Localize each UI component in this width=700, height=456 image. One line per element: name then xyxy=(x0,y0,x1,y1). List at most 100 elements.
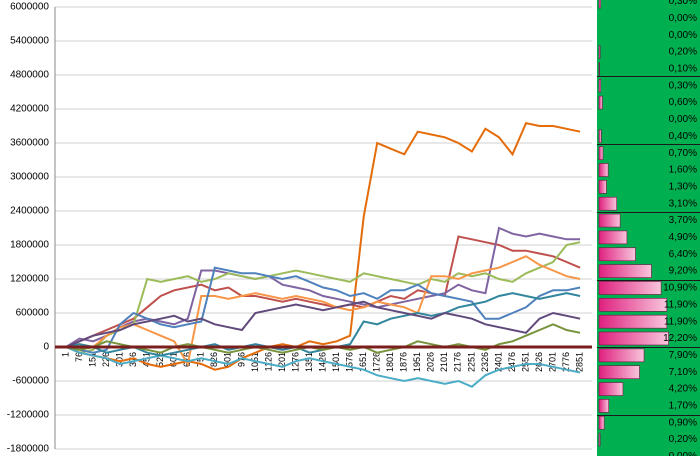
x-tick-label: 301 xyxy=(114,352,124,367)
x-tick-label: 2626 xyxy=(534,352,544,372)
distribution-bar xyxy=(598,213,621,228)
x-tick-label: 826 xyxy=(209,352,219,367)
x-tick-label: 1201 xyxy=(277,352,287,372)
distribution-label: 11,90% xyxy=(664,299,697,310)
distribution-label: 0,00% xyxy=(669,13,697,24)
distribution-label: 0,00% xyxy=(669,451,697,456)
x-tick-label: 676 xyxy=(182,352,192,367)
x-tick-label: 2701 xyxy=(547,352,557,372)
panel-separators xyxy=(597,76,700,416)
distribution-label: 3,70% xyxy=(669,215,697,226)
x-tick-label: 2251 xyxy=(466,352,476,372)
distribution-label: 7,10% xyxy=(669,367,697,378)
distribution-bar xyxy=(598,230,628,245)
distribution-label: 0,10% xyxy=(669,64,697,75)
distribution-bar xyxy=(598,365,640,380)
series-line xyxy=(65,122,581,371)
distribution-bar xyxy=(598,129,602,144)
x-tick-label: 76 xyxy=(74,352,84,362)
distribution-label: 0,60% xyxy=(669,97,697,108)
distribution-bar xyxy=(598,264,652,278)
distribution-bar xyxy=(598,399,609,413)
distribution-label: 0,20% xyxy=(669,434,697,445)
x-tick-label: 2176 xyxy=(453,352,463,372)
distribution-bar xyxy=(598,281,662,295)
distribution-label: 12,20% xyxy=(663,333,697,344)
x-tick-label: 751 xyxy=(196,352,206,367)
distribution-label: 4,20% xyxy=(669,384,697,395)
y-tick-label: 600000 xyxy=(16,308,50,319)
x-tick-label: 151 xyxy=(87,352,97,367)
x-tick-label: 2326 xyxy=(480,352,490,372)
x-tick-label: 2851 xyxy=(575,352,585,372)
x-tick-label: 601 xyxy=(169,352,179,367)
distribution-bar xyxy=(598,0,602,9)
distribution-bar xyxy=(598,382,624,396)
distribution-label: 0,40% xyxy=(669,131,697,142)
x-tick-label: 1351 xyxy=(304,352,314,372)
x-tick-label: 1126 xyxy=(263,352,273,371)
x-tick-label: 2101 xyxy=(439,352,449,372)
x-tick-label: 1651 xyxy=(358,352,368,372)
y-tick-label: 5400000 xyxy=(10,36,49,47)
x-tick-label: 226 xyxy=(101,352,111,367)
x-tick-label: 376 xyxy=(128,352,138,367)
distribution-label: 7,90% xyxy=(669,350,697,361)
series-line xyxy=(65,241,581,354)
x-tick-label: 2551 xyxy=(520,352,530,372)
distribution-label: 10,90% xyxy=(663,283,697,294)
distribution-bar xyxy=(598,180,607,194)
distribution-bar xyxy=(598,78,602,93)
distribution-bar xyxy=(598,415,605,430)
x-tick-label: 1876 xyxy=(399,352,409,372)
distribution-bar xyxy=(598,348,645,363)
x-tick-label: 1576 xyxy=(345,352,355,372)
y-tick-label: 6000000 xyxy=(10,2,49,13)
distribution-label: 0,30% xyxy=(669,80,697,91)
distribution-label: 6,40% xyxy=(669,249,697,260)
distribution-bar xyxy=(598,314,668,329)
distribution-bar xyxy=(598,95,603,110)
distribution-bar xyxy=(598,163,609,177)
distribution-label: 9,20% xyxy=(669,266,697,277)
distribution-label: 11,90% xyxy=(664,316,697,327)
distribution-bar xyxy=(598,62,600,76)
distribution-label: 0,00% xyxy=(669,30,697,41)
y-tick-label: -600000 xyxy=(12,376,49,387)
x-tick-label: 901 xyxy=(223,352,233,367)
distribution-label: 0,90% xyxy=(669,417,697,428)
distribution-label: 3,10% xyxy=(669,198,697,209)
distribution-label: 1,70% xyxy=(669,401,697,412)
series-line xyxy=(65,255,581,367)
distribution-bar xyxy=(598,432,601,447)
y-tick-label: 1200000 xyxy=(10,274,49,285)
y-tick-label: 2400000 xyxy=(10,206,49,217)
distribution-label: 4,90% xyxy=(669,232,697,243)
distribution-bar xyxy=(598,45,601,59)
x-tick-label: 1951 xyxy=(412,352,422,372)
distribution-label: 0,00% xyxy=(669,114,697,125)
series-line xyxy=(65,346,581,388)
y-tick-label: 0 xyxy=(43,342,49,353)
x-tick-label: 451 xyxy=(142,352,152,367)
y-tick-label: 4200000 xyxy=(10,104,49,115)
distribution-label: 0,30% xyxy=(669,0,697,7)
distribution-label: 1,60% xyxy=(669,165,697,176)
y-tick-label: 1800000 xyxy=(10,240,49,251)
distribution-bar xyxy=(598,196,617,211)
x-tick-label: 1 xyxy=(60,352,70,357)
distribution-bar xyxy=(598,247,636,262)
distribution-bar xyxy=(598,146,604,160)
y-tick-label: 4800000 xyxy=(10,70,49,81)
y-tick-label: 3000000 xyxy=(10,172,49,183)
x-tick-label: 2476 xyxy=(507,352,517,372)
series-line xyxy=(65,235,581,348)
x-tick-label: 2776 xyxy=(561,352,571,372)
y-tick-label: 3600000 xyxy=(10,138,49,149)
y-tick-label: -1200000 xyxy=(7,410,50,421)
distribution-bar xyxy=(598,297,668,312)
distribution-bar xyxy=(598,331,669,346)
distribution-label: 1,30% xyxy=(669,181,697,192)
y-tick-label: -1800000 xyxy=(7,444,50,455)
